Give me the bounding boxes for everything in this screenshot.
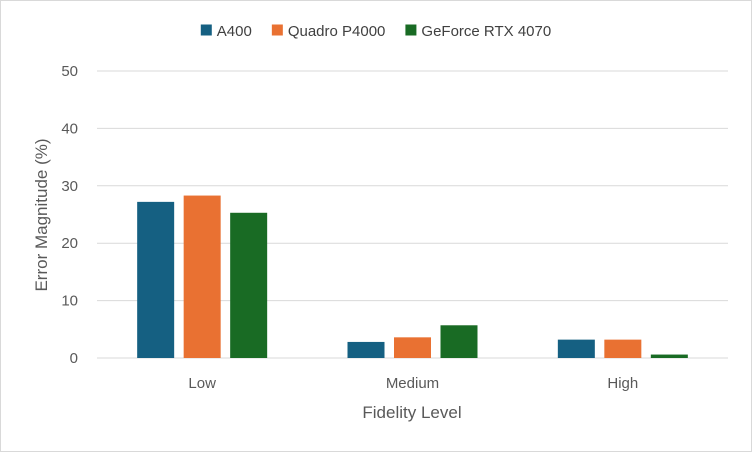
y-tick-label: 40 [61,120,78,137]
y-axis-title: Error Magnitude (%) [32,138,51,291]
legend-swatch [200,24,212,36]
bar-a400-low [137,201,175,358]
x-axis-title: Fidelity Level [362,403,461,422]
bar-geforce-rtx-4070-high [650,354,688,358]
bars [137,195,688,358]
bar-geforce-rtx-4070-low [230,212,268,358]
legend-label: A400 [217,23,252,40]
y-tick-labels: 0 10 20 30 40 50 [61,63,78,367]
y-tick-label: 20 [61,235,78,252]
x-tick-label: Low [188,375,216,392]
y-tick-label: 50 [61,63,78,80]
bar-quadro-p4000-low [183,195,221,358]
legend-label: GeForce RTX 4070 [421,23,551,40]
legend-swatch [405,24,417,36]
y-tick-label: 0 [70,350,78,367]
bar-a400-high [557,339,595,358]
legend-swatch [271,24,283,36]
y-tick-label: 10 [61,293,78,310]
x-tick-label: High [607,375,638,392]
bar-geforce-rtx-4070-medium [440,325,478,358]
legend: A400 Quadro P4000 GeForce RTX 4070 [200,23,551,40]
legend-label: Quadro P4000 [288,23,386,40]
y-tick-label: 30 [61,178,78,195]
bar-a400-medium [347,341,385,358]
x-tick-labels: Low Medium High [188,375,638,392]
bar-quadro-p4000-high [604,339,642,358]
bar-quadro-p4000-medium [394,337,431,358]
x-tick-label: Medium [386,375,439,392]
